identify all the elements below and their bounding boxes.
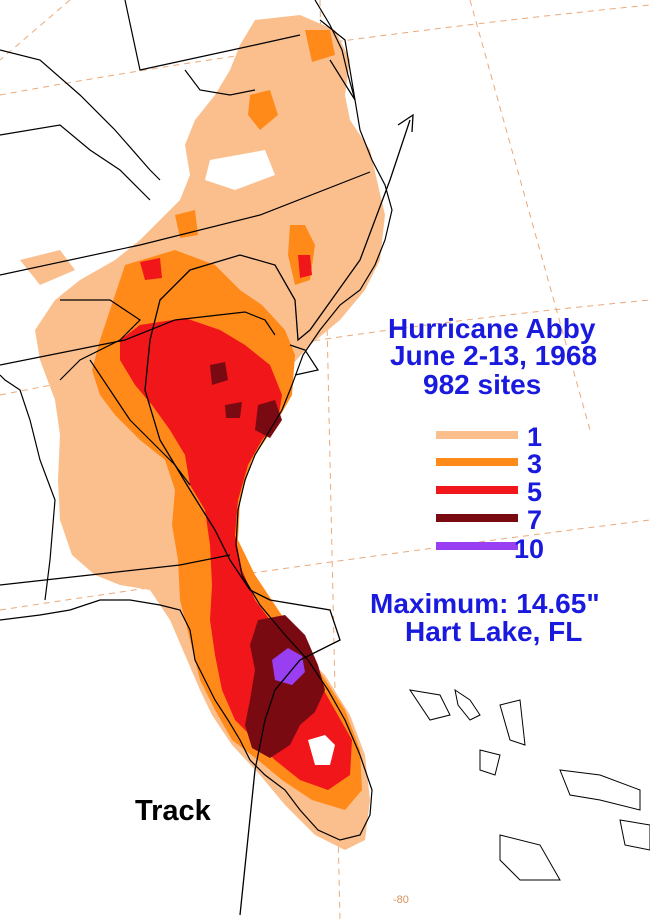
track-arrowhead	[397, 113, 414, 133]
legend-swatch-1	[436, 431, 518, 439]
legend-swatch-10	[436, 542, 518, 550]
rain-blob-1a	[20, 250, 75, 285]
rain-blob-3d	[175, 210, 198, 238]
legend-label-5: 5	[527, 477, 543, 507]
track-label: Track	[135, 795, 211, 827]
rain-blob-3b	[248, 90, 278, 130]
rain-blob-7c	[225, 402, 242, 418]
hurricane-track	[144, 119, 411, 916]
dry-area	[308, 735, 335, 765]
legend-label-3: 3	[527, 449, 543, 479]
maximum-value: Maximum: 14.65"	[370, 588, 600, 619]
rain-contour-10	[272, 648, 305, 685]
rain-blob-5a	[140, 258, 162, 280]
islands	[408, 688, 650, 881]
rain-blob-3c	[305, 30, 335, 62]
longitude-tick: -80	[393, 894, 409, 906]
maximum-location: Hart Lake, FL	[405, 616, 583, 647]
legend-swatch-3	[436, 458, 518, 466]
legend-swatch-7	[436, 514, 518, 522]
legend-label-10: 10	[514, 534, 545, 564]
rain-blob-7b	[210, 362, 228, 385]
storm-name: Hurricane Abby	[388, 313, 596, 344]
storm-sites: 982 sites	[423, 369, 542, 400]
rain-blob-7a	[255, 400, 282, 438]
dry-area-2	[205, 150, 275, 190]
legend-label-1: 1	[527, 422, 543, 452]
storm-dates: June 2-13, 1968	[390, 340, 598, 371]
rain-blob-5b	[298, 255, 312, 278]
legend-label-7: 7	[527, 505, 543, 535]
legend-swatch-5	[436, 486, 518, 494]
